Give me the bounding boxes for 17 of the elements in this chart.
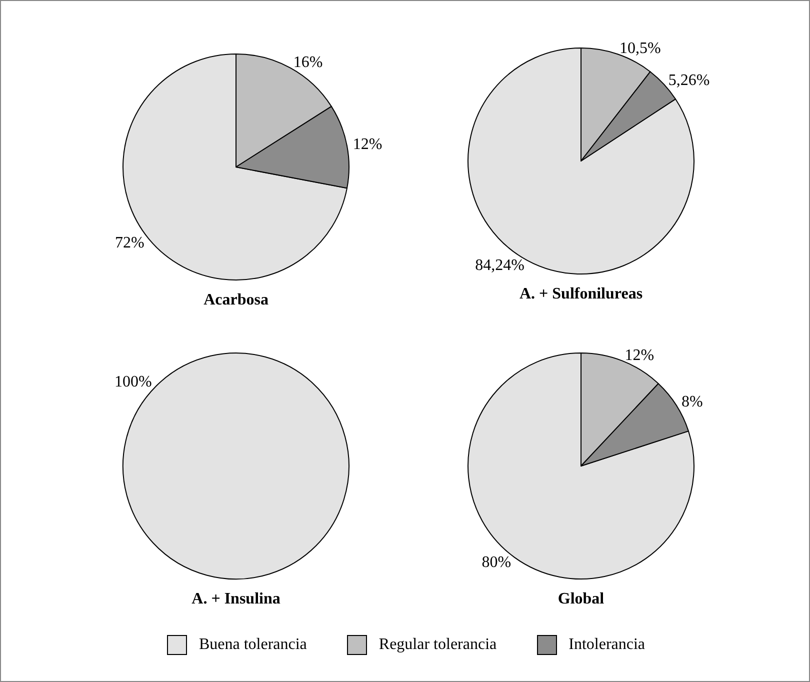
data-label: 16% (293, 54, 323, 72)
data-label: 12% (352, 136, 382, 154)
data-label: 10,5% (620, 40, 661, 57)
legend-label: Intolerancia (568, 636, 646, 654)
data-label: 100% (114, 373, 152, 390)
legend-label: Buena tolerancia (198, 636, 307, 654)
data-label: 84,24% (475, 257, 524, 274)
data-label: 80% (482, 554, 512, 571)
data-label: 5,26% (668, 72, 710, 89)
legend-label: Regular tolerancia (378, 636, 497, 654)
text: Global (558, 590, 605, 608)
data-label: 12% (624, 346, 654, 364)
text: A. + Insulina (192, 590, 280, 608)
text: Acarbosa (204, 292, 268, 308)
data-label: 8% (681, 394, 703, 411)
text: A. + Sulfonilureas (519, 286, 643, 302)
data-label: 72% (114, 234, 144, 252)
